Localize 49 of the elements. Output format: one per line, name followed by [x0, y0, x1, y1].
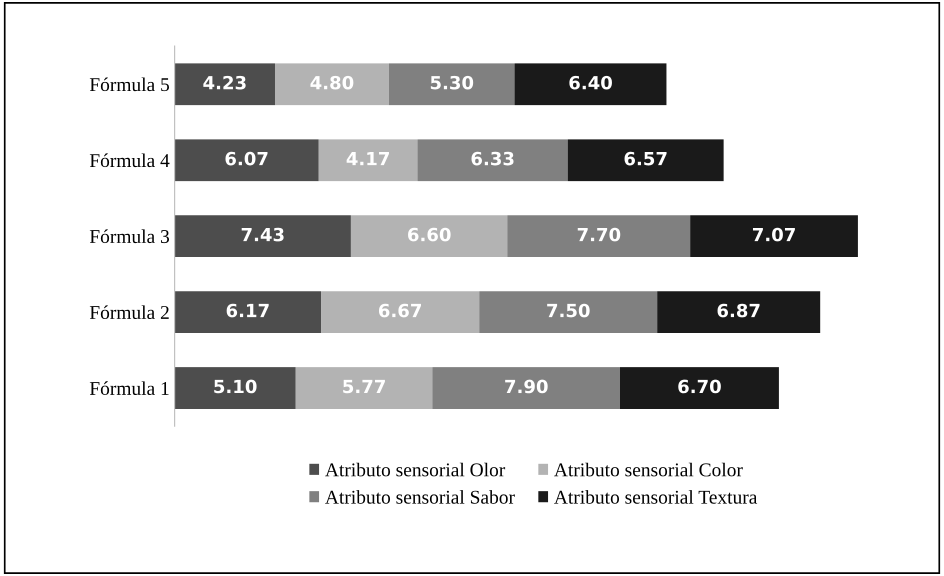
data-label: 6.67: [378, 304, 421, 318]
data-label: 7.50: [547, 304, 590, 318]
data-label: 7.70: [578, 228, 620, 242]
bar: [274, 63, 389, 106]
bar: [296, 367, 433, 409]
data-label: 5.30: [430, 76, 474, 90]
data-label: 7.90: [505, 380, 548, 394]
y-tick-label: Fórmula 5: [90, 77, 170, 92]
y-tick-label: Fórmula 2: [90, 305, 169, 320]
y-tick-label: Fórmula 1: [90, 381, 169, 396]
bar: [432, 367, 620, 409]
data-label: 4.23: [203, 76, 246, 90]
legend-label: Atributo sensorial Textura: [554, 490, 758, 504]
bar: [174, 291, 322, 334]
bar: [318, 139, 418, 182]
legend-label: Atributo sensorial Color: [554, 462, 743, 476]
data-label: 6.60: [408, 228, 451, 242]
bar: [514, 63, 666, 106]
bar: [174, 63, 275, 106]
y-tick-label: Fórmula 4: [90, 153, 170, 168]
data-label: 6.87: [718, 304, 760, 318]
bar: [321, 291, 480, 334]
data-label: 7.07: [752, 228, 795, 242]
bar: [174, 215, 351, 258]
bar: [350, 215, 508, 258]
data-label: 6.07: [225, 152, 268, 166]
bar: [568, 139, 724, 182]
data-label: 5.10: [214, 380, 257, 394]
y-tick-label: Fórmula 3: [90, 229, 170, 244]
data-label: 4.80: [310, 76, 354, 90]
bar: [388, 63, 515, 106]
data-label: 6.70: [678, 380, 721, 394]
data-label: 5.77: [343, 380, 385, 394]
legend-label: Atributo sensorial Sabor: [325, 490, 515, 504]
data-label: 7.43: [242, 228, 284, 242]
bar: [418, 139, 568, 182]
bar: [508, 215, 690, 258]
data-label: 6.40: [569, 76, 612, 90]
data-label: 6.33: [472, 152, 514, 166]
bar: [174, 139, 319, 182]
bar: [174, 367, 296, 409]
data-label: 6.57: [624, 152, 667, 166]
bar: [657, 291, 820, 334]
bar: [479, 291, 658, 334]
bar: [690, 215, 858, 258]
data-label: 4.17: [346, 152, 389, 166]
data-label: 6.17: [226, 304, 269, 318]
bar: [620, 367, 779, 409]
legend-label: Atributo sensorial Olor: [325, 462, 506, 476]
